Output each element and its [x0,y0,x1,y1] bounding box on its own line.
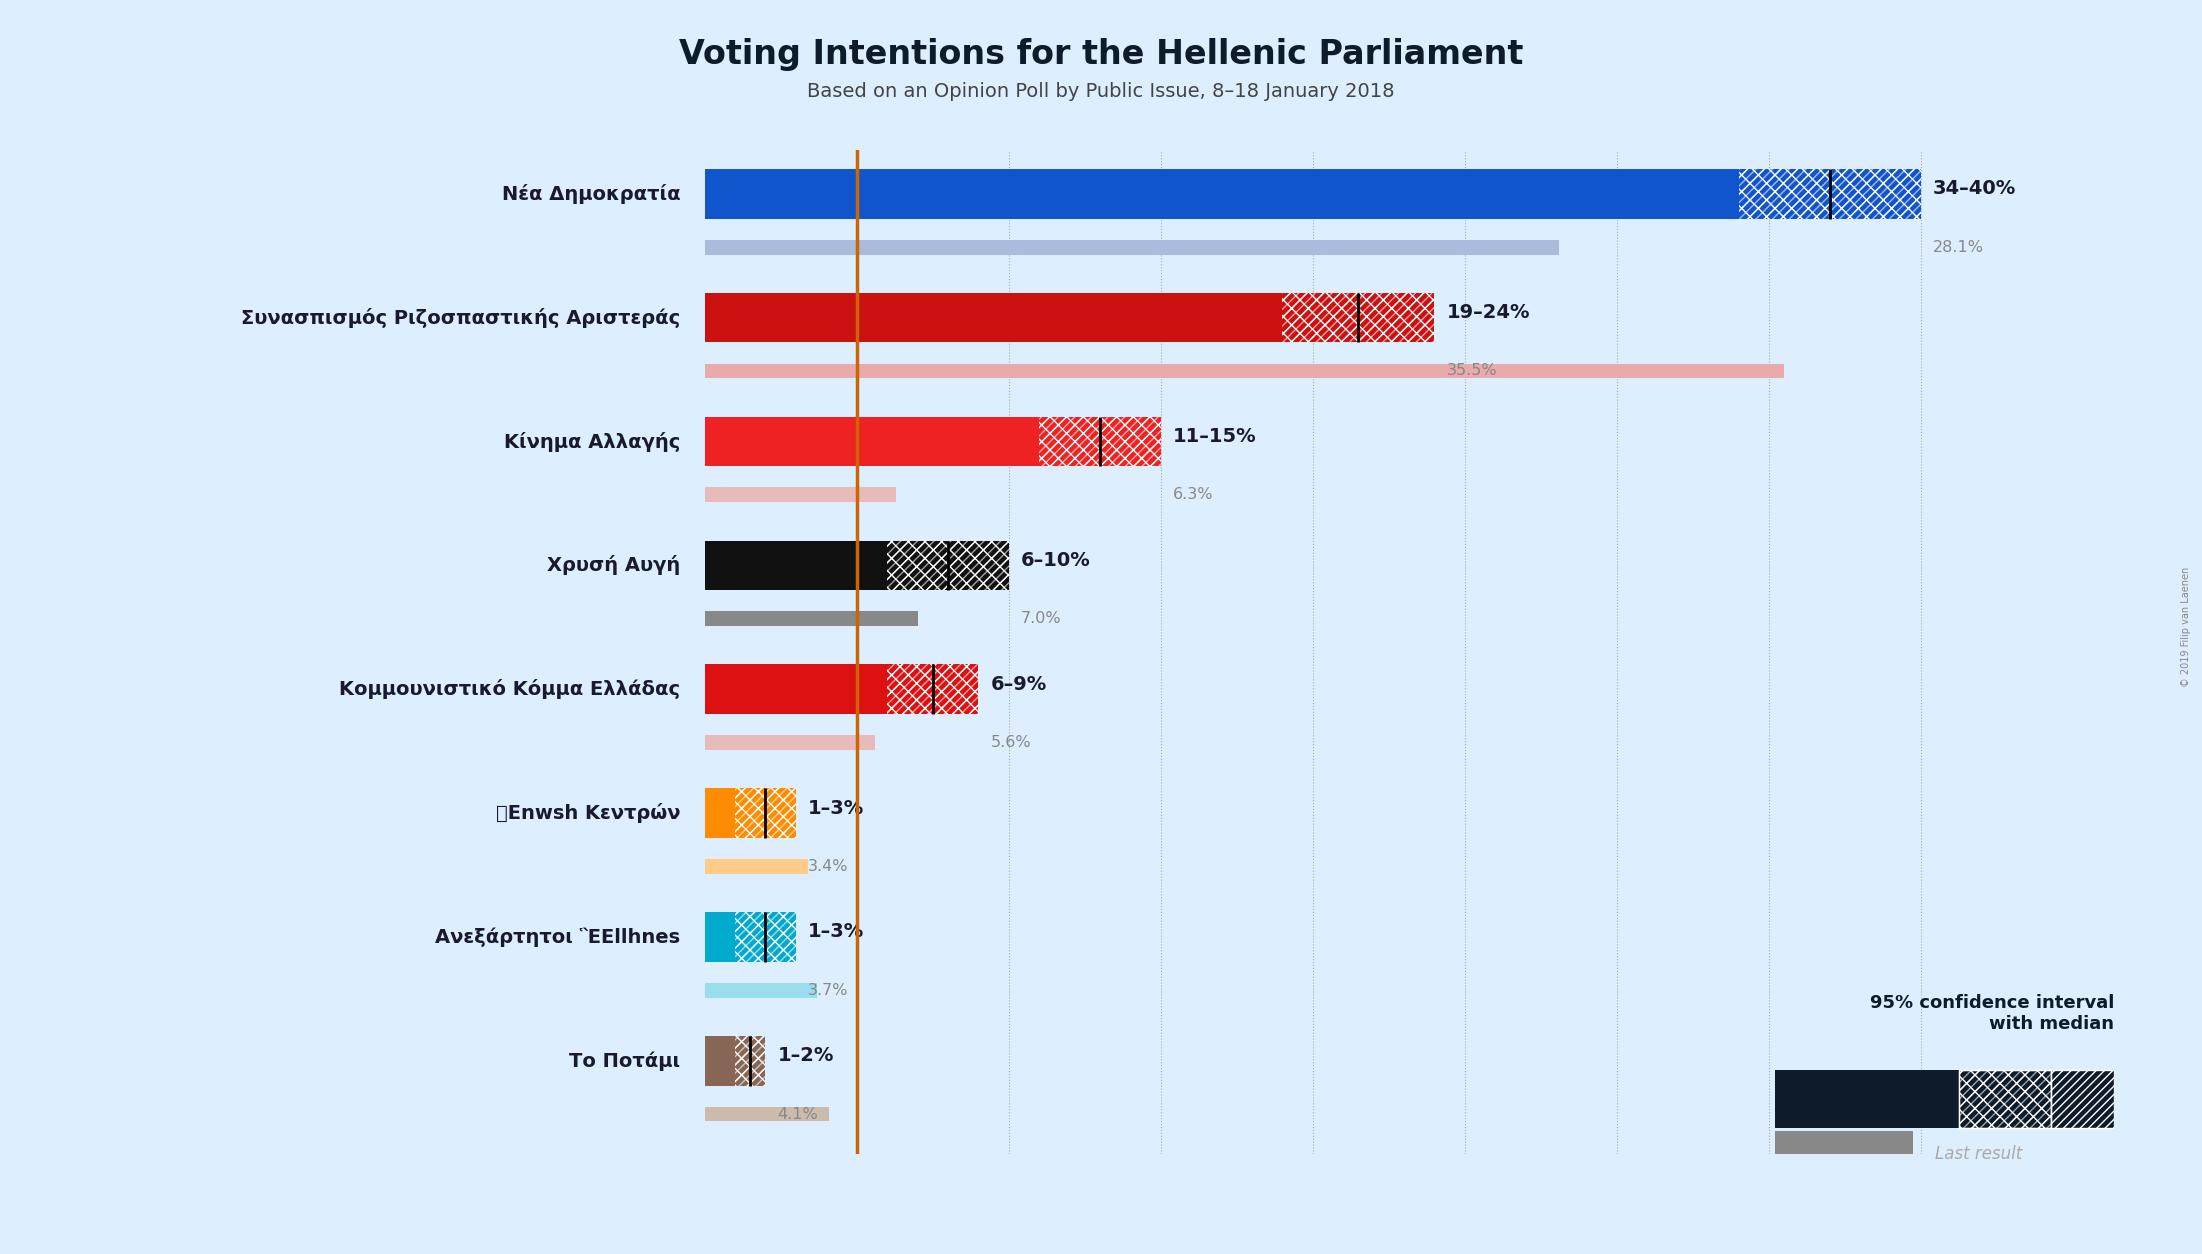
Bar [887,665,978,714]
Bar [1039,416,1160,466]
Bar [705,488,896,502]
Text: © 2019 Filip van Laenen: © 2019 Filip van Laenen [2180,567,2191,687]
Text: 3.7%: 3.7% [808,983,848,998]
Bar [735,789,795,838]
Bar [735,1036,766,1086]
Bar [1775,1070,1960,1127]
Text: 95% confidence interval
with median: 95% confidence interval with median [1869,994,2114,1033]
Bar [1960,1070,2050,1127]
Text: Voting Intentions for the Hellenic Parliament: Voting Intentions for the Hellenic Parli… [678,38,1524,70]
Text: ἞Enwsh Κεντρών: ἞Enwsh Κεντρών [495,803,680,823]
Text: Νέα Δημοκρατία: Νέα Δημοκρατία [502,184,680,204]
Text: 11–15%: 11–15% [1174,428,1257,446]
Text: 19–24%: 19–24% [1447,303,1530,322]
Bar [1740,169,1920,218]
Bar [887,540,1009,591]
Bar [705,1036,735,1086]
Bar [1282,293,1434,342]
Bar [705,169,1740,218]
Bar [1039,416,1160,466]
Text: 3.4%: 3.4% [808,859,848,874]
Text: Κίνημα Αλλαγής: Κίνημα Αλλαγής [504,431,680,451]
Bar [735,1036,766,1086]
Text: 1–3%: 1–3% [808,923,863,942]
Text: 1–2%: 1–2% [777,1046,835,1066]
Bar [705,912,735,962]
Bar [705,789,735,838]
Text: 28.1%: 28.1% [1933,240,1984,255]
Bar [735,912,795,962]
Bar [705,240,1559,255]
Text: 35.5%: 35.5% [1447,364,1497,379]
Text: 7.0%: 7.0% [1022,611,1061,626]
Bar [705,611,918,626]
Text: Το Ποτάμι: Το Ποτάμι [568,1051,680,1071]
Text: 6–9%: 6–9% [991,675,1046,693]
Bar [735,912,795,962]
Text: 6–10%: 6–10% [1022,551,1090,569]
Text: Ανεξάρτητοι ἛEllhnes: Ανεξάρτητοι ἛEllhnes [436,927,680,947]
Bar [705,293,1282,342]
Bar [705,665,887,714]
Bar [705,983,817,998]
Bar [1960,1070,2050,1127]
Bar [735,789,795,838]
Bar [705,859,808,874]
Bar [1282,293,1434,342]
Bar [1740,169,1920,218]
Text: Based on an Opinion Poll by Public Issue, 8–18 January 2018: Based on an Opinion Poll by Public Issue… [808,82,1394,100]
Bar [2050,1070,2114,1127]
Text: Last result: Last result [1936,1145,2021,1162]
Text: 4.1%: 4.1% [777,1106,819,1121]
Text: Χρυσή Αυγή: Χρυσή Αυγή [546,556,680,576]
Text: 5.6%: 5.6% [991,735,1031,750]
Bar [887,665,978,714]
Bar [1775,1131,1914,1154]
Bar [705,540,887,591]
Bar [705,735,874,750]
Text: 34–40%: 34–40% [1933,179,2017,198]
Text: Συνασπισμός Ριζοσπαστικής Αριστεράς: Συνασπισμός Ριζοσπαστικής Αριστεράς [240,307,680,327]
Text: 1–3%: 1–3% [808,799,863,818]
Bar [887,540,1009,591]
Bar [705,416,1039,466]
Text: 6.3%: 6.3% [1174,488,1213,503]
Text: Κομμουνιστικό Κόμμα Ελλάδας: Κομμουνιστικό Κόμμα Ελλάδας [339,680,680,700]
Bar [705,1106,830,1121]
Bar [705,364,1784,379]
